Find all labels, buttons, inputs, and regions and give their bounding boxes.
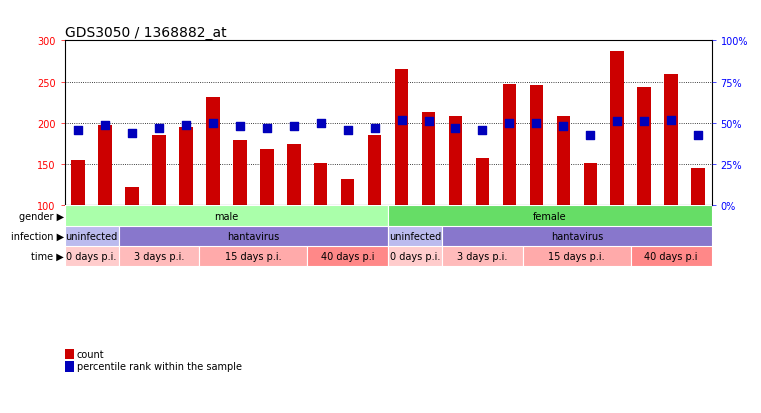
Point (450, 125, 462, 132)
Bar (442, 226, 712, 246)
Bar (388, 246, 442, 266)
Point (584, 132, 597, 138)
Bar (368, 135, 381, 206)
Text: 3 days p.i.: 3 days p.i. (457, 252, 508, 261)
Bar (72, 161, 85, 206)
Bar (233, 141, 247, 206)
Bar (523, 246, 631, 266)
Point (342, 127, 354, 133)
Point (207, 120, 219, 127)
Bar (422, 113, 435, 206)
Bar (530, 86, 543, 206)
Text: count: count (77, 349, 104, 359)
Bar (152, 135, 166, 206)
Point (396, 117, 408, 123)
Bar (388, 226, 442, 246)
Text: GDS3050 / 1368882_at: GDS3050 / 1368882_at (65, 26, 226, 40)
Text: hantavirus: hantavirus (551, 231, 603, 241)
Point (99, 122, 111, 128)
Bar (287, 144, 301, 206)
Bar (65, 206, 388, 226)
Point (611, 119, 623, 125)
Point (638, 119, 650, 125)
Text: 15 days p.i.: 15 days p.i. (549, 252, 605, 261)
Bar (664, 75, 678, 206)
Bar (476, 159, 489, 206)
Point (422, 119, 435, 125)
Bar (395, 70, 409, 206)
Text: infection ▶: infection ▶ (11, 231, 64, 241)
Text: time ▶: time ▶ (31, 252, 64, 261)
Bar (584, 163, 597, 206)
Text: 3 days p.i.: 3 days p.i. (134, 252, 184, 261)
Point (72, 127, 84, 133)
Bar (556, 116, 570, 206)
Text: hantavirus: hantavirus (228, 231, 279, 241)
Point (314, 120, 326, 127)
Text: percentile rank within the sample: percentile rank within the sample (77, 361, 242, 371)
Bar (119, 246, 199, 266)
Point (126, 130, 139, 137)
Bar (65, 226, 119, 246)
Bar (206, 98, 220, 206)
Text: 0 days p.i.: 0 days p.i. (390, 252, 441, 261)
Text: gender ▶: gender ▶ (19, 211, 64, 221)
Point (153, 125, 165, 132)
Point (368, 125, 380, 132)
Point (261, 125, 273, 132)
Point (530, 120, 543, 127)
Point (476, 127, 489, 133)
Point (503, 120, 515, 127)
Point (180, 122, 192, 128)
Bar (503, 85, 516, 206)
Point (288, 123, 300, 130)
Bar (610, 52, 624, 206)
Text: male: male (215, 211, 238, 221)
Text: female: female (533, 211, 567, 221)
Bar (442, 246, 523, 266)
Point (234, 123, 246, 130)
Bar (314, 164, 327, 206)
Bar (65, 246, 119, 266)
Point (692, 132, 704, 138)
Bar (119, 226, 388, 246)
Bar (388, 206, 712, 226)
Bar (638, 88, 651, 206)
Bar (449, 117, 462, 206)
Text: uninfected: uninfected (65, 231, 118, 241)
Text: 40 days p.i: 40 days p.i (645, 252, 698, 261)
Bar (199, 246, 307, 266)
Bar (180, 128, 193, 206)
Point (557, 123, 569, 130)
Bar (126, 188, 139, 206)
Bar (341, 180, 355, 206)
Text: 0 days p.i.: 0 days p.i. (66, 252, 117, 261)
Bar (307, 246, 388, 266)
Point (665, 117, 677, 123)
Bar (260, 150, 273, 206)
Text: 15 days p.i.: 15 days p.i. (225, 252, 282, 261)
Text: 40 days p.i: 40 days p.i (321, 252, 374, 261)
Bar (631, 246, 712, 266)
Bar (691, 169, 705, 206)
Text: uninfected: uninfected (389, 231, 441, 241)
Bar (98, 126, 112, 206)
